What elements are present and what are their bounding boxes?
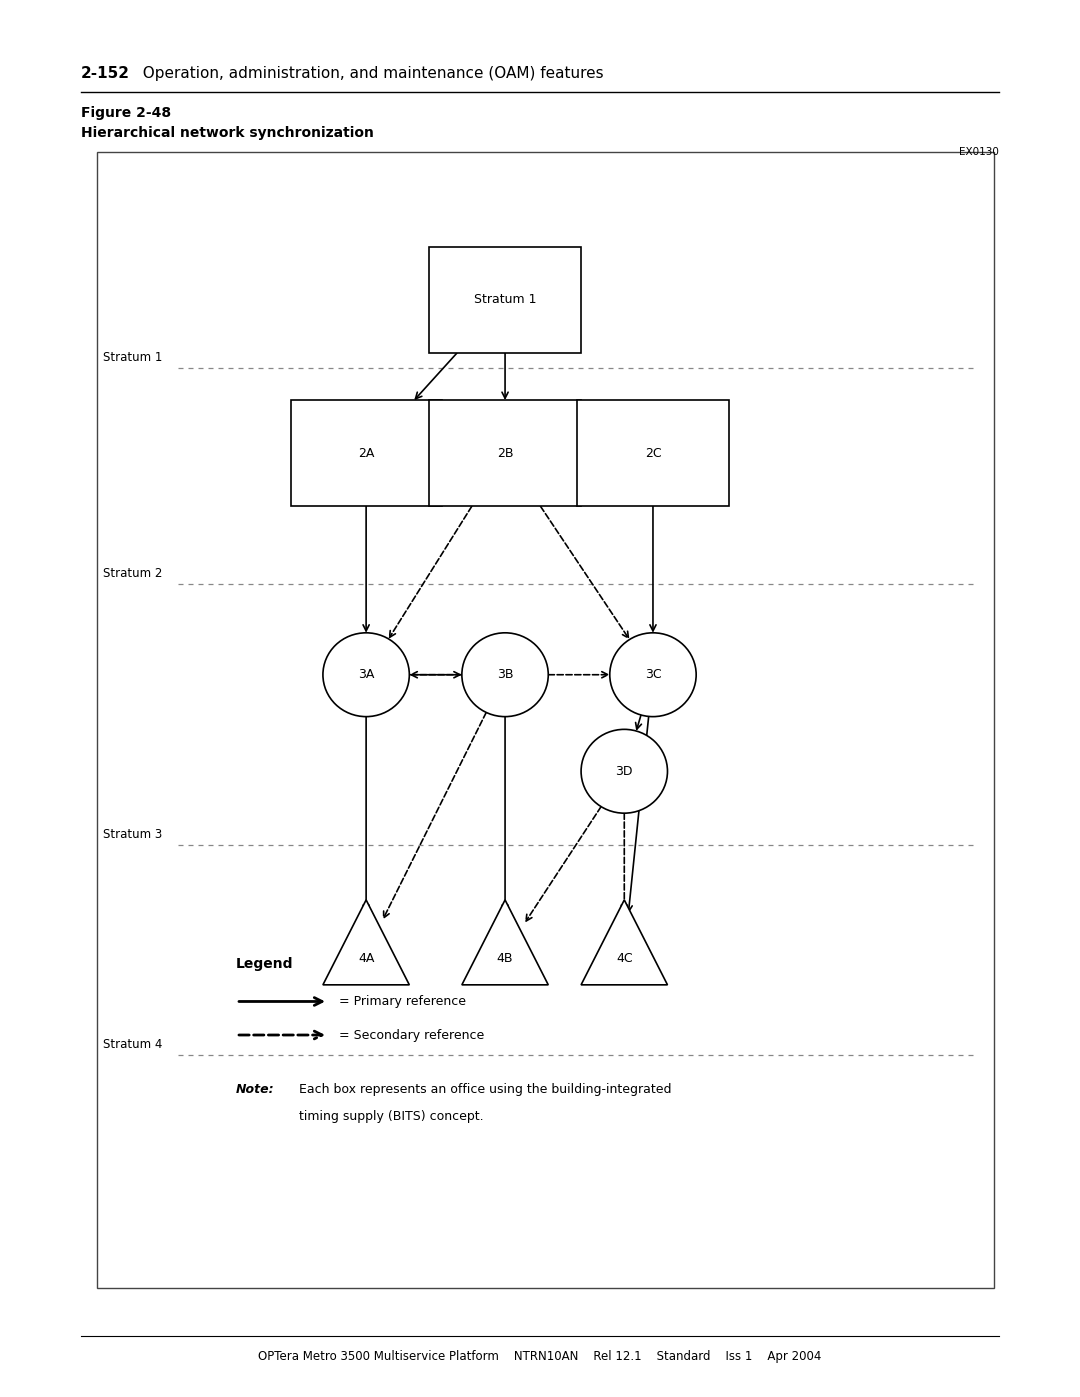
Text: Note:: Note:	[237, 1083, 274, 1095]
Text: timing supply (BITS) concept.: timing supply (BITS) concept.	[299, 1111, 484, 1123]
Polygon shape	[462, 900, 549, 985]
FancyArrowPatch shape	[411, 672, 462, 678]
FancyArrowPatch shape	[626, 717, 649, 912]
FancyArrowPatch shape	[363, 717, 369, 911]
Text: Hierarchical network synchronization: Hierarchical network synchronization	[81, 126, 374, 140]
Text: EX0130: EX0130	[959, 147, 999, 156]
Polygon shape	[581, 900, 667, 985]
Text: Legend: Legend	[237, 957, 294, 971]
Text: 4B: 4B	[497, 951, 513, 965]
Text: 4C: 4C	[616, 951, 633, 965]
FancyArrowPatch shape	[383, 712, 486, 918]
Text: 2B: 2B	[497, 447, 513, 460]
Text: 2A: 2A	[357, 447, 375, 460]
Text: 3C: 3C	[645, 668, 661, 682]
FancyArrowPatch shape	[416, 353, 457, 398]
Bar	[578, 400, 729, 506]
Ellipse shape	[610, 633, 697, 717]
Polygon shape	[323, 900, 409, 985]
FancyArrowPatch shape	[526, 806, 602, 921]
Text: OPTera Metro 3500 Multiservice Platform    NTRN10AN    Rel 12.1    Standard    I: OPTera Metro 3500 Multiservice Platform …	[258, 1350, 822, 1362]
FancyArrowPatch shape	[579, 450, 585, 457]
Text: Each box represents an office using the building-integrated: Each box represents an office using the …	[299, 1083, 672, 1095]
FancyArrowPatch shape	[363, 506, 369, 631]
Text: Figure 2-48: Figure 2-48	[81, 106, 171, 120]
FancyArrowPatch shape	[621, 813, 627, 911]
Text: 3D: 3D	[616, 764, 633, 778]
FancyArrowPatch shape	[409, 672, 460, 678]
Bar	[97, 152, 994, 1288]
FancyArrowPatch shape	[502, 717, 508, 911]
Bar	[430, 247, 581, 353]
Text: Stratum 1: Stratum 1	[474, 293, 537, 306]
Text: 4A: 4A	[357, 951, 375, 965]
Text: = Primary reference: = Primary reference	[339, 995, 465, 1009]
Bar	[430, 400, 581, 506]
Text: 2C: 2C	[645, 447, 661, 460]
Text: Stratum 4: Stratum 4	[103, 1038, 162, 1051]
Bar	[291, 400, 442, 506]
Ellipse shape	[323, 633, 409, 717]
FancyArrowPatch shape	[540, 506, 629, 638]
Text: 3A: 3A	[357, 668, 375, 682]
FancyArrowPatch shape	[390, 506, 472, 637]
FancyArrowPatch shape	[549, 672, 608, 678]
FancyArrowPatch shape	[636, 715, 642, 729]
Text: 2-152: 2-152	[81, 66, 130, 81]
Text: 3B: 3B	[497, 668, 513, 682]
Text: = Secondary reference: = Secondary reference	[339, 1028, 484, 1042]
Text: Stratum 2: Stratum 2	[103, 567, 162, 580]
Ellipse shape	[462, 633, 549, 717]
Text: Operation, administration, and maintenance (OAM) features: Operation, administration, and maintenan…	[133, 66, 604, 81]
Text: Stratum 1: Stratum 1	[103, 351, 162, 363]
FancyArrowPatch shape	[650, 506, 656, 631]
FancyArrowPatch shape	[502, 353, 508, 398]
Text: Stratum 3: Stratum 3	[103, 828, 162, 841]
Ellipse shape	[581, 729, 667, 813]
